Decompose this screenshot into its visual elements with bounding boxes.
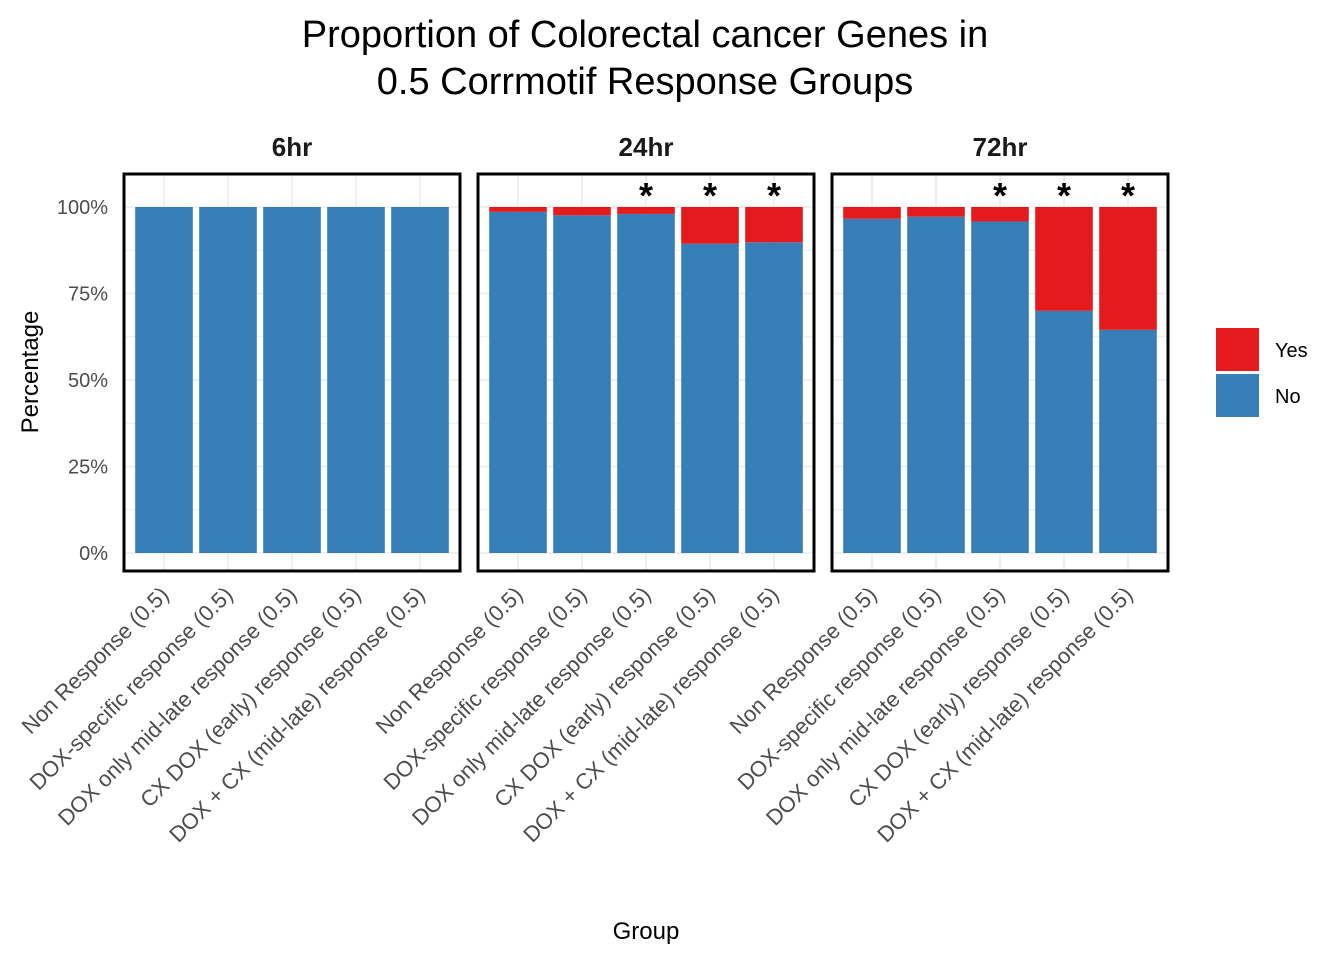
bar-no (199, 207, 257, 553)
chart-title: Proportion of Colorectal cancer Genes in… (302, 14, 988, 103)
bar-no (135, 207, 193, 553)
facet-label: 24hr (619, 132, 674, 162)
y-tick-label: 100% (57, 197, 108, 219)
bar-no (907, 216, 965, 554)
bar-yes (907, 207, 965, 217)
significance-star: * (639, 175, 653, 216)
facet-label: 6hr (272, 132, 312, 162)
bar-no (843, 218, 901, 553)
legend-label-no: No (1275, 386, 1301, 408)
y-axis-title: Percentage (17, 311, 44, 434)
chart-title-line-1: Proportion of Colorectal cancer Genes in (302, 14, 988, 56)
facet-panels: 6hr 24hr * * * 72hr * * * (122, 132, 1170, 573)
x-tick-label: DOX only mid-late response (0.5) (407, 582, 656, 831)
bar-no (745, 242, 803, 554)
bar-no (263, 207, 321, 553)
bar-no (617, 213, 675, 554)
bar-yes (1099, 207, 1157, 330)
facet-label: 72hr (973, 132, 1028, 162)
bar-no (681, 243, 739, 553)
x-axis-title: Group (613, 918, 680, 945)
facet-panel-6hr: 6hr (122, 132, 462, 573)
bar-no (391, 207, 449, 553)
bar-yes (553, 207, 611, 216)
significance-star: * (1057, 175, 1071, 216)
legend: Yes No (1216, 328, 1308, 417)
significance-star: * (993, 175, 1007, 216)
bar-no (1035, 310, 1093, 553)
significance-star: * (767, 175, 781, 216)
x-axis: Non Response (0.5)DOX-specific response … (17, 582, 1138, 847)
facet-panel-24hr: 24hr * * * (476, 132, 816, 573)
y-axis: 0% 25% 50% 75% 100% (57, 197, 108, 565)
bar-no (327, 207, 385, 553)
bar-yes (489, 207, 547, 212)
significance-star: * (703, 175, 717, 216)
significance-star: * (1121, 175, 1135, 216)
bar-yes (745, 207, 803, 243)
y-tick-label: 75% (68, 284, 108, 306)
legend-swatch-no (1216, 374, 1259, 417)
bar-yes (843, 207, 901, 219)
chart-title-line-2: 0.5 Corrmotif Response Groups (377, 61, 913, 103)
panel-border (122, 172, 462, 573)
panel-border (476, 172, 816, 573)
x-tick-label: DOX only mid-late response (0.5) (53, 582, 302, 831)
x-tick-label: DOX only mid-late response (0.5) (761, 582, 1010, 831)
legend-swatch-yes (1216, 328, 1259, 371)
bar-no (971, 221, 1029, 554)
bar-yes (1035, 207, 1093, 311)
bar-no (553, 215, 611, 553)
legend-label-yes: Yes (1275, 340, 1308, 362)
panel-border (830, 172, 1170, 573)
bar-no (1099, 329, 1157, 553)
y-tick-label: 50% (68, 370, 108, 392)
y-tick-label: 25% (68, 457, 108, 479)
facet-panel-72hr: 72hr * * * (830, 132, 1170, 573)
bar-no (489, 211, 547, 553)
bar-yes (681, 207, 739, 244)
y-tick-label: 0% (79, 543, 108, 565)
bar-yes (971, 207, 1029, 222)
bar-yes (617, 207, 675, 214)
